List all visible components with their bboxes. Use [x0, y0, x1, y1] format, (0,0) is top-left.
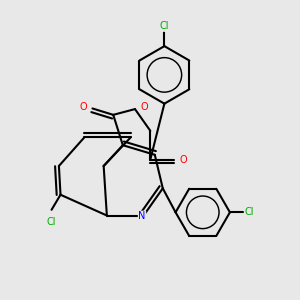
Text: O: O [179, 154, 187, 165]
Text: O: O [140, 102, 148, 112]
Text: Cl: Cl [47, 217, 56, 226]
Text: Cl: Cl [160, 21, 169, 31]
Text: Cl: Cl [245, 207, 254, 217]
Text: N: N [138, 211, 146, 221]
Text: O: O [80, 101, 87, 112]
